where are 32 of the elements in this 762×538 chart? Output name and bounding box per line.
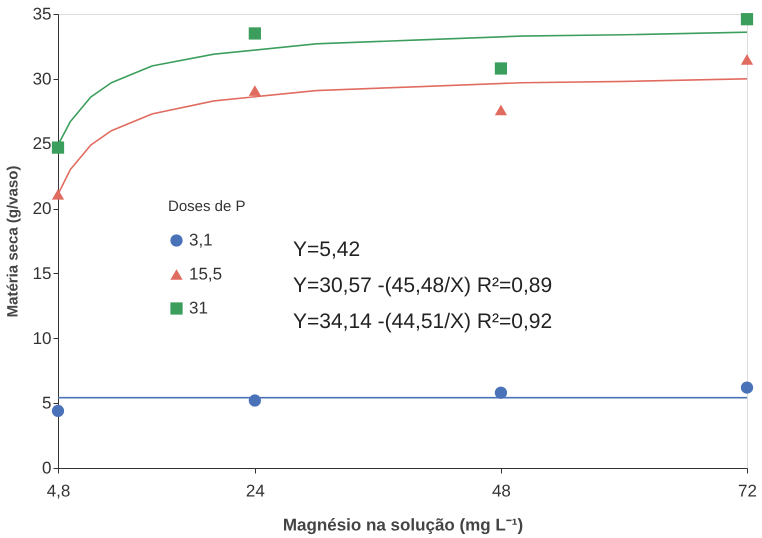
point bbox=[248, 85, 261, 96]
y-tick-label: 20 bbox=[32, 199, 52, 218]
point bbox=[52, 404, 64, 418]
x-tick-label: 48 bbox=[492, 482, 511, 500]
y-tick-label: 30 bbox=[32, 69, 52, 88]
legend-label: 3,1 bbox=[189, 230, 213, 250]
legend-title: Doses de P bbox=[168, 198, 246, 215]
point bbox=[52, 141, 64, 154]
point bbox=[248, 27, 261, 40]
y-axis-title: Matéria seca (g/vaso) bbox=[4, 166, 22, 318]
y-tick-label: 15 bbox=[32, 264, 52, 283]
x-tick-label: 24 bbox=[246, 482, 265, 500]
annotation: Y=5,42 bbox=[293, 238, 360, 261]
point bbox=[494, 104, 508, 116]
legend-label: 15,5 bbox=[189, 264, 222, 284]
annotation: Y=30,57 -(45,48/X) R²=0,89 bbox=[293, 274, 552, 297]
y-tick-label: 5 bbox=[42, 394, 52, 413]
legend-label: 31 bbox=[189, 298, 208, 318]
y-tick-label: 35 bbox=[32, 4, 52, 24]
point bbox=[494, 62, 508, 75]
x-tick-label: 4,8 bbox=[46, 482, 70, 500]
annotation: Y=34,14 -(44,51/X) R²=0,92 bbox=[293, 310, 552, 333]
point bbox=[494, 386, 508, 399]
y-tick-label: 10 bbox=[32, 328, 52, 348]
x-tick-label: 72 bbox=[738, 482, 757, 500]
x-axis-title: Magnésio na solução (mg L⁻¹) bbox=[282, 516, 524, 534]
point bbox=[52, 189, 64, 200]
y-tick-label: 25 bbox=[32, 134, 52, 154]
y-tick-label: 0 bbox=[42, 458, 52, 478]
point bbox=[740, 54, 754, 65]
point bbox=[740, 13, 754, 26]
point bbox=[740, 381, 754, 394]
